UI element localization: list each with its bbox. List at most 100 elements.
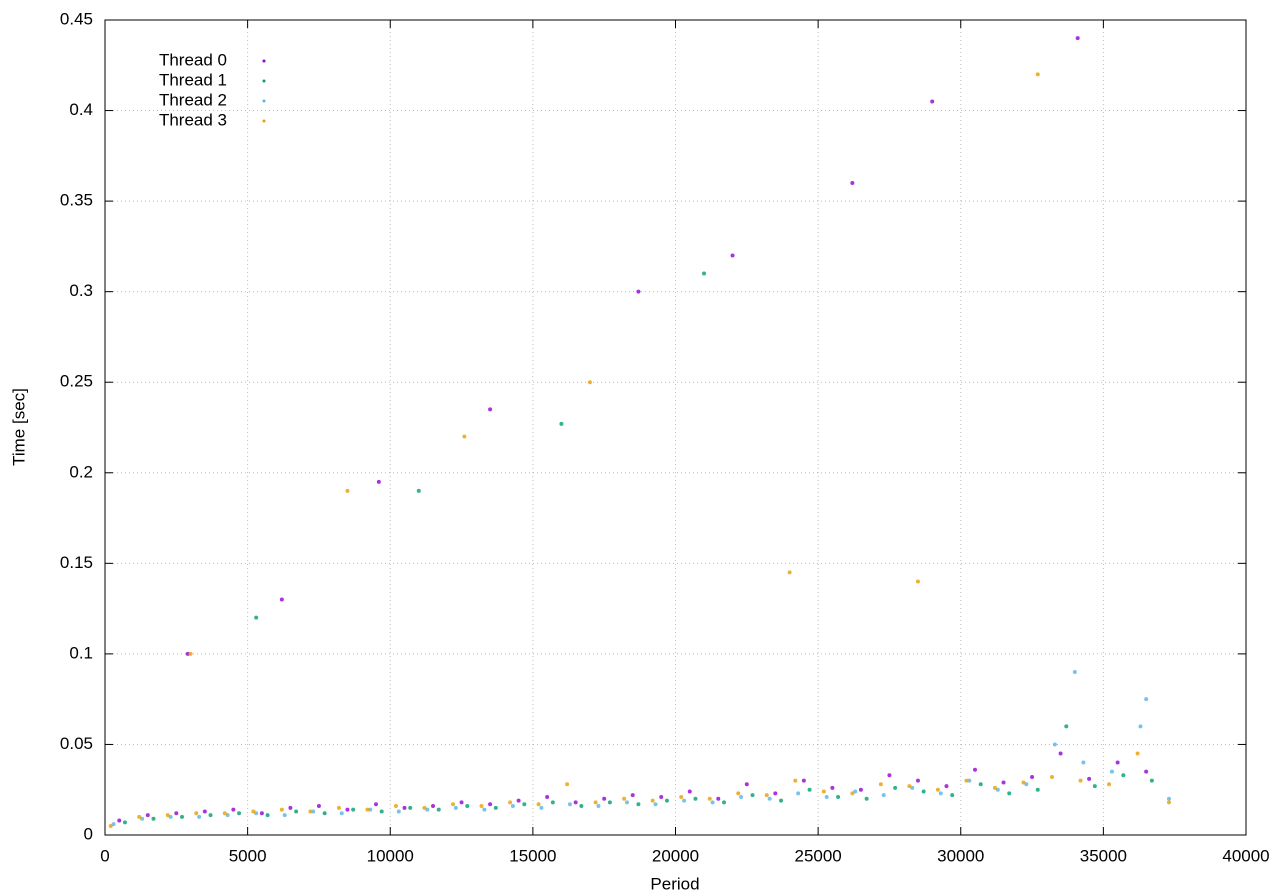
point: [910, 785, 915, 790]
point: [185, 651, 190, 656]
point: [522, 802, 527, 807]
point: [151, 816, 156, 821]
point: [436, 807, 441, 812]
point: [1121, 773, 1126, 778]
point: [1072, 670, 1077, 674]
point: [992, 785, 997, 790]
point: [915, 778, 920, 783]
legend-marker: [262, 59, 266, 63]
point: [921, 789, 926, 794]
point: [659, 794, 664, 799]
point: [744, 782, 749, 787]
point: [294, 809, 299, 814]
x-tick-label: 20000: [652, 846, 699, 865]
point: [710, 800, 715, 805]
point: [1081, 760, 1086, 765]
point: [779, 798, 784, 803]
y-tick-label: 0.4: [69, 100, 93, 119]
point: [602, 796, 607, 801]
point: [1001, 780, 1006, 785]
point: [422, 805, 427, 810]
point: [915, 579, 920, 584]
legend-marker: [262, 79, 266, 83]
point: [545, 794, 550, 799]
point: [208, 813, 213, 818]
point: [339, 811, 344, 816]
point: [630, 793, 635, 798]
legend-label: Thread 3: [159, 110, 227, 129]
legend-label: Thread 0: [159, 50, 227, 69]
point: [1109, 769, 1114, 774]
point: [793, 778, 798, 783]
point: [1007, 791, 1012, 796]
point: [1052, 742, 1057, 747]
point: [373, 802, 378, 807]
point: [265, 813, 270, 818]
point: [117, 818, 122, 823]
y-tick-label: 0.05: [60, 734, 93, 753]
y-tick-label: 0.15: [60, 553, 93, 572]
point: [693, 796, 698, 801]
legend-marker: [262, 99, 266, 103]
point: [702, 271, 707, 276]
point: [550, 800, 555, 805]
point: [559, 421, 564, 426]
point: [596, 804, 601, 809]
point: [679, 794, 684, 799]
point: [636, 802, 641, 807]
point: [567, 802, 572, 807]
point: [907, 784, 912, 789]
point: [565, 782, 570, 787]
point: [376, 479, 381, 484]
point: [345, 488, 350, 493]
point: [493, 805, 498, 810]
point: [625, 800, 630, 805]
point: [516, 798, 521, 803]
point: [721, 800, 726, 805]
legend-label: Thread 1: [159, 70, 227, 89]
point: [836, 794, 841, 799]
point: [351, 807, 356, 812]
point: [807, 787, 812, 792]
point: [322, 811, 327, 816]
point: [893, 785, 898, 790]
point: [137, 814, 142, 819]
point: [1075, 36, 1080, 41]
point: [194, 811, 199, 816]
point: [707, 796, 712, 801]
x-tick-label: 25000: [794, 846, 841, 865]
point: [402, 805, 407, 810]
point: [180, 814, 185, 819]
point: [1064, 724, 1069, 729]
point: [488, 802, 493, 807]
point: [767, 796, 772, 801]
point: [425, 807, 430, 812]
point: [459, 800, 464, 805]
point: [308, 809, 313, 814]
legend-marker: [262, 119, 266, 123]
point: [145, 813, 150, 818]
point: [1144, 769, 1149, 774]
point: [465, 804, 470, 809]
point: [579, 804, 584, 809]
point: [587, 380, 592, 385]
point: [479, 804, 484, 809]
point: [1135, 751, 1140, 756]
point: [1035, 787, 1040, 792]
point: [887, 773, 892, 778]
point: [311, 809, 316, 814]
point: [1078, 778, 1083, 783]
point: [938, 791, 943, 796]
point: [1024, 782, 1029, 787]
point: [1087, 776, 1092, 781]
point: [108, 823, 113, 828]
x-tick-label: 10000: [367, 846, 414, 865]
point: [222, 811, 227, 816]
point: [345, 807, 350, 812]
point: [796, 791, 801, 796]
point: [237, 811, 242, 816]
point: [279, 807, 284, 812]
point: [824, 794, 829, 799]
point: [168, 814, 173, 819]
point: [225, 813, 230, 818]
